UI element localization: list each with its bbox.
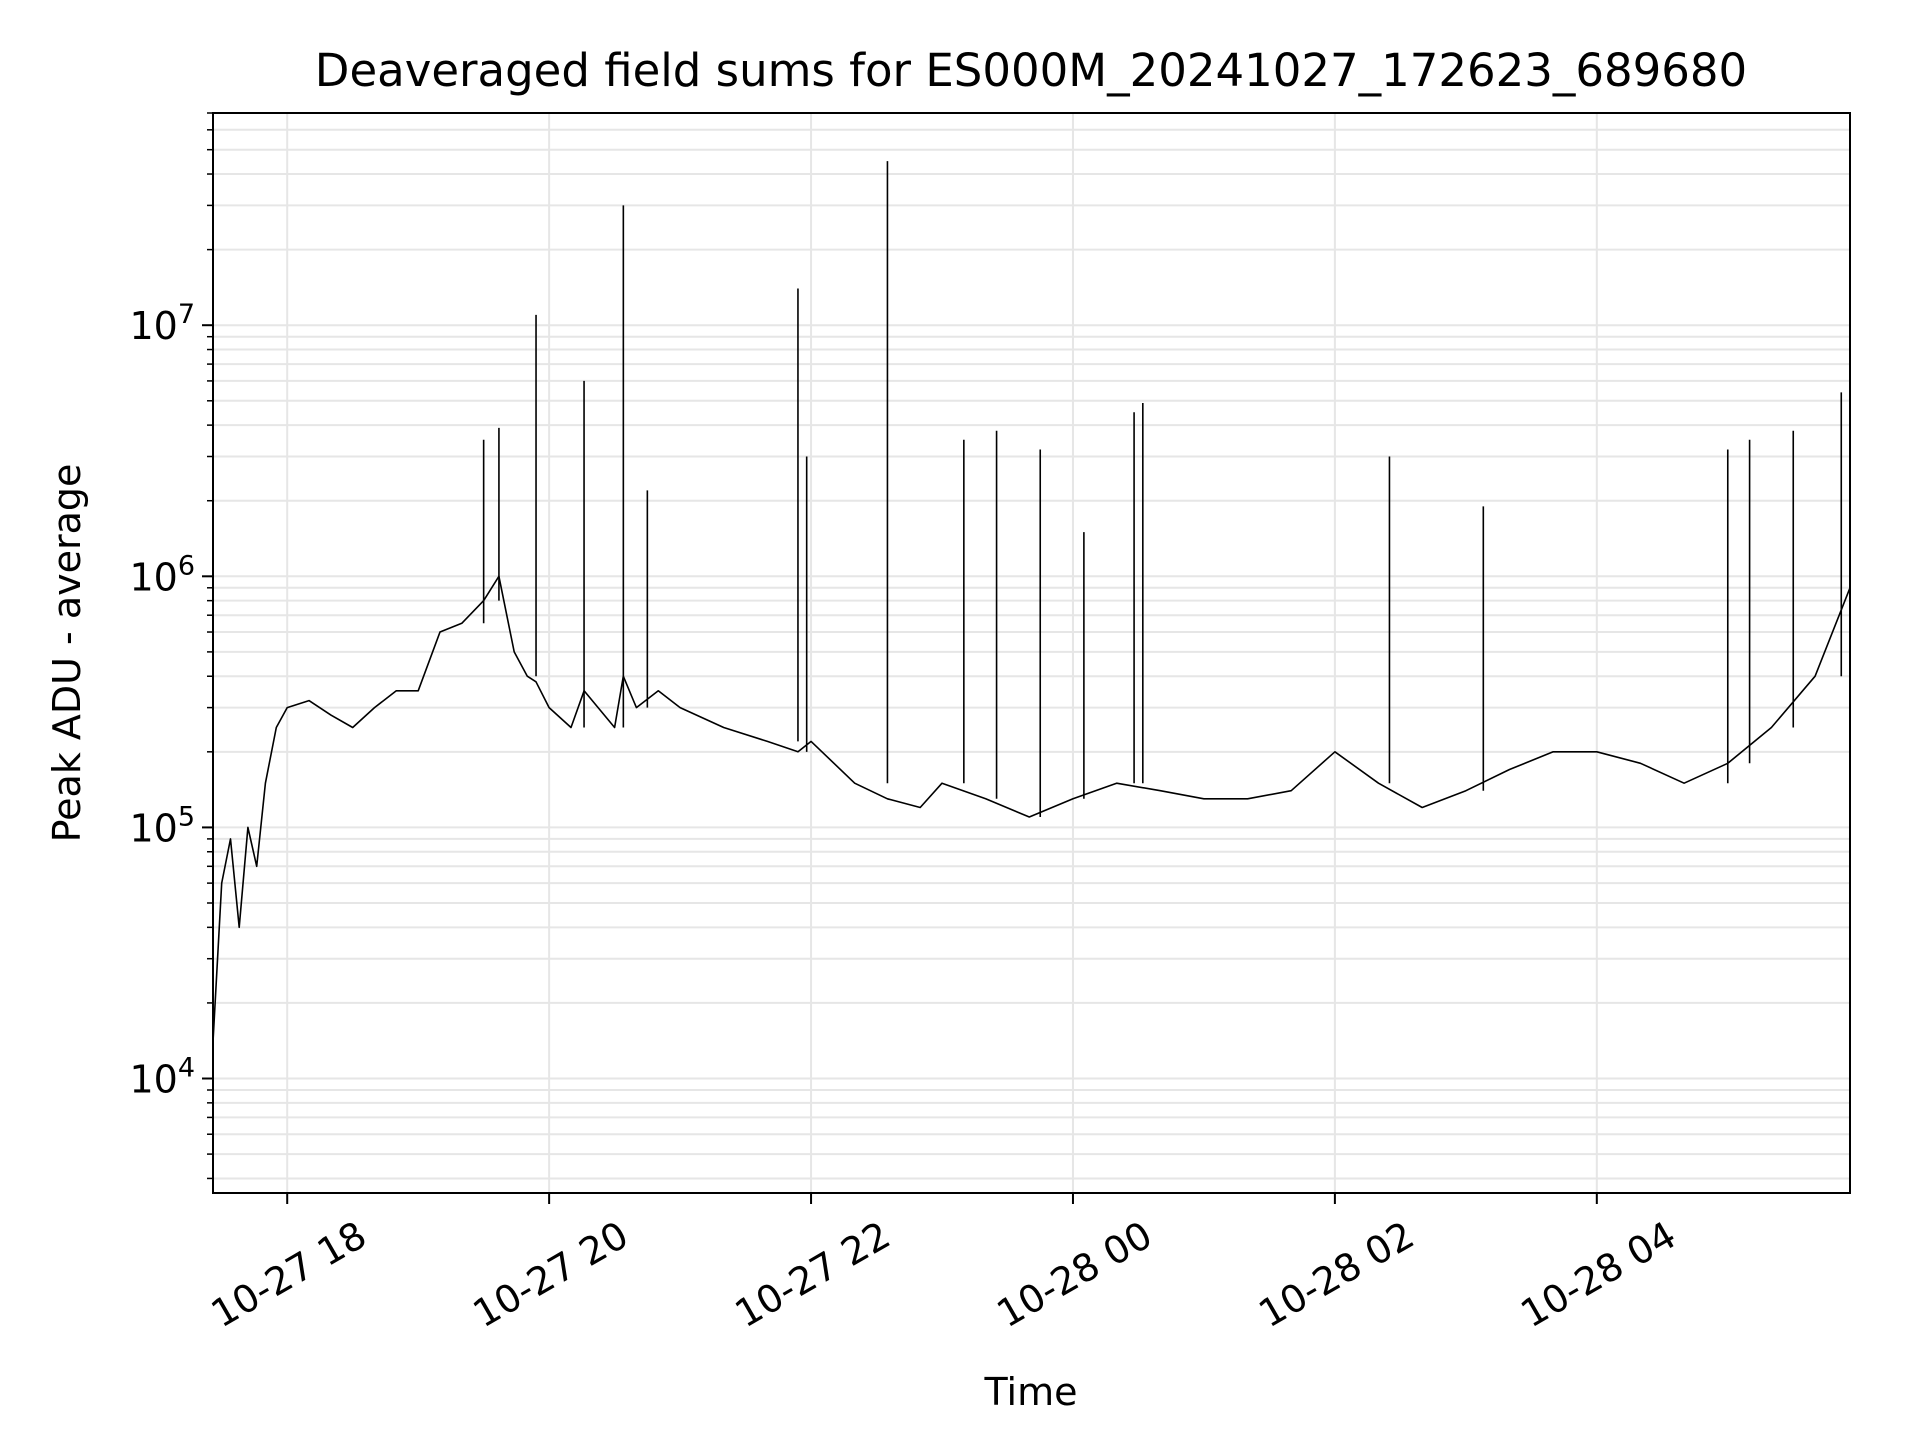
y-tick-label: 106 <box>129 550 195 599</box>
major-gridlines <box>213 113 1850 1193</box>
y-tick-label: 107 <box>129 299 195 348</box>
y-tick-label: 105 <box>129 801 195 850</box>
x-tick-label: 10-28 04 <box>1513 1213 1683 1337</box>
x-tick-label: 10-27 18 <box>204 1213 374 1337</box>
x-tick-label: 10-28 02 <box>1251 1213 1421 1337</box>
x-axis-ticks: 10-27 18 10-27 20 10-27 22 10-28 00 10-28 02… <box>204 1193 1684 1336</box>
x-tick-label: 10-27 20 <box>466 1213 636 1337</box>
series-line <box>213 576 1850 1042</box>
y-tick-label: 104 <box>129 1053 195 1102</box>
x-axis-label: Time <box>984 1370 1078 1414</box>
chart-title: Deaveraged field sums for ES000M_2024102… <box>315 44 1747 97</box>
y-axis-ticks: 104 105 106 107 <box>129 113 213 1178</box>
y-axis-label: Peak ADU - average <box>45 464 89 843</box>
minor-gridlines <box>213 113 1850 1178</box>
x-tick-label: 10-28 00 <box>990 1213 1160 1337</box>
plot-frame <box>213 113 1850 1193</box>
x-tick-label: 10-27 22 <box>728 1213 898 1337</box>
